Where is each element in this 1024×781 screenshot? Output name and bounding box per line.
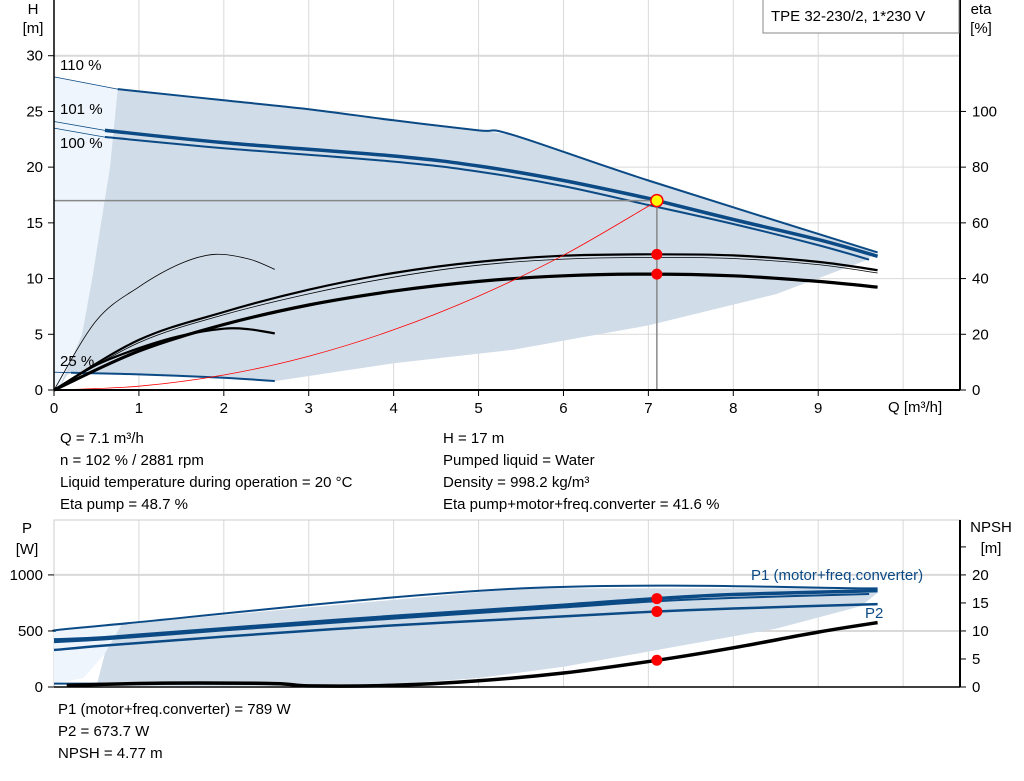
power-chart-axes: 0 500 1000 0 5 10 15 20 (10, 520, 989, 696)
eta-curve-1 (53, 256, 878, 391)
head-chart-axes: 0 1 2 3 4 5 6 7 8 9 0 5 10 15 20 25 30 0 20 40 60 80 100 (26, 0, 997, 417)
h-tick-label: 25 (26, 103, 43, 120)
h-axis-label: H (28, 1, 39, 18)
npsh-axis-unit: [m] (981, 540, 1002, 557)
operating-range-light (54, 76, 118, 391)
q-tick-label: 9 (814, 400, 822, 417)
q-tick-label: 3 (305, 400, 313, 417)
q-tick-label: 7 (644, 400, 652, 417)
info-liquid-temperature: Liquid temperature during operation = 20… (60, 474, 353, 491)
curve-label-110: 110 % (60, 57, 101, 74)
info-density: Density = 998.2 kg/m³ (443, 474, 590, 491)
head-curve-extension-0 (53, 76, 118, 90)
info-p1: P1 (motor+freq.converter) = 789 W (58, 701, 291, 718)
chart-title: TPE 32-230/2, 1*230 V (771, 8, 925, 25)
info-npsh: NPSH = 4.77 m (58, 745, 163, 762)
legend-box (762, 0, 960, 34)
head-chart-marks (53, 76, 879, 392)
q-tick-label: 0 (50, 400, 58, 417)
npsh-tick-label: 15 (972, 595, 989, 612)
info-p2: P2 = 673.7 W (58, 723, 150, 740)
eta-axis-unit: [%] (970, 20, 992, 37)
operating-range (58, 89, 878, 390)
power-curve-0 (52, 584, 878, 632)
h-tick-label: 20 (26, 159, 43, 176)
q-tick-label: 4 (389, 400, 397, 417)
eta-tick-label: 80 (972, 159, 989, 176)
head-curve-110 (117, 88, 878, 254)
power-chart-marks (52, 584, 878, 688)
curve-label-101: 101 % (60, 101, 103, 118)
head-curve-101 (104, 128, 879, 258)
eta-curve-0 (53, 253, 878, 391)
eta-tick-label: 40 (972, 271, 989, 288)
head-curve-25 (70, 371, 275, 383)
h-tick-label: 30 (26, 48, 43, 65)
head-curve-extension-3 (53, 371, 72, 374)
npsh-duty-point (651, 654, 663, 666)
power-curve-2 (53, 593, 870, 644)
h-tick-label: 0 (35, 382, 43, 399)
h-tick-label: 10 (26, 271, 43, 288)
q-tick-label: 1 (135, 400, 143, 417)
info-eta-total: Eta pump+motor+freq.converter = 41.6 % (443, 496, 720, 513)
p-tick-label: 1000 (10, 567, 43, 584)
h-tick-label: 15 (26, 215, 43, 232)
npsh-tick-label: 0 (972, 679, 980, 696)
npsh-tick-label: 20 (972, 567, 989, 584)
q-tick-label: 2 (220, 400, 228, 417)
curve-label-25: 25 % (60, 353, 94, 370)
head-curve-extension-1 (53, 121, 105, 131)
p1-curve-label: P1 (motor+freq.converter) (751, 567, 923, 584)
q-axis-label: Q [m³/h] (888, 399, 942, 416)
eta-duty-point-0 (651, 248, 663, 260)
duty-point (650, 193, 664, 208)
p1-duty-point (651, 593, 663, 605)
info-pumped-liquid: Pumped liquid = Water (443, 452, 595, 469)
curve-label-100: 100 % (60, 135, 103, 152)
npsh-axis-label: NPSH (970, 519, 1012, 536)
npsh-tick-label: 10 (972, 623, 989, 640)
head-curve-extension-2 (53, 127, 105, 138)
q-tick-label: 8 (729, 400, 737, 417)
p-axis-unit: [W] (16, 541, 39, 558)
p2-duty-point (651, 605, 663, 617)
eta-tick-label: 100 (972, 103, 997, 120)
power-curve-1 (53, 588, 878, 642)
info-eta-pump: Eta pump = 48.7 % (60, 496, 188, 513)
p-axis-label: P (22, 520, 32, 537)
info-head: H = 17 m (443, 430, 505, 447)
info-flow: Q = 7.1 m³/h (60, 430, 144, 447)
power-curve-3 (53, 602, 878, 652)
power-range (96, 588, 878, 686)
eta-axis-label: eta (971, 1, 993, 18)
eta-duty-point-1 (651, 268, 663, 280)
info-speed: n = 102 % / 2881 rpm (60, 452, 204, 469)
eta-tick-label: 60 (972, 215, 989, 232)
duty-info-right: H = 17 m Pumped liquid = Water Density =… (443, 428, 719, 516)
p-tick-label: 500 (18, 623, 43, 640)
eta-tick-label: 20 (972, 326, 989, 343)
npsh-curve (66, 620, 878, 688)
head-curve-100 (104, 136, 870, 261)
h-tick-label: 5 (35, 326, 43, 343)
duty-info-left: Q = 7.1 m³/h n = 102 % / 2881 rpm Liquid… (60, 428, 352, 516)
eta-tick-label: 0 (972, 382, 980, 399)
system-curve (53, 199, 659, 391)
h-axis-unit: [m] (23, 20, 44, 37)
eta-curve-4 (53, 327, 275, 391)
eta-curve-3 (53, 253, 275, 391)
p-tick-label: 0 (35, 679, 43, 696)
q-tick-label: 6 (559, 400, 567, 417)
p2-curve-label: P2 (865, 605, 883, 622)
power-info: P1 (motor+freq.converter) = 789 W P2 = 6… (58, 699, 291, 765)
q-tick-label: 5 (474, 400, 482, 417)
npsh-tick-label: 5 (972, 651, 980, 668)
